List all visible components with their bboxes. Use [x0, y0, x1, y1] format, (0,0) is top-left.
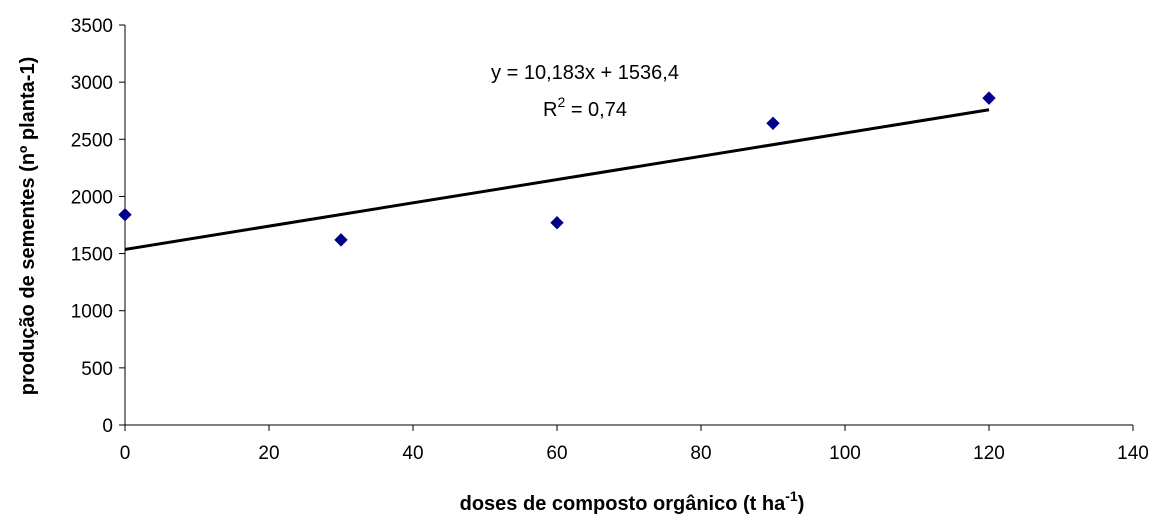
y-tick-label: 2500 [71, 130, 113, 151]
tick-labels: 0 500 1000 1500 2000 2500 3000 3500 0 20 40 60 80 100… [71, 16, 1149, 464]
x-tick-label: 140 [1117, 443, 1149, 464]
data-points [118, 91, 996, 247]
y-tick-label: 3000 [71, 73, 113, 94]
y-tick-label: 500 [81, 359, 113, 380]
y-tick-label: 0 [102, 416, 113, 437]
data-point [334, 233, 348, 247]
y-tick-label: 2000 [71, 187, 113, 208]
y-tick-label: 3500 [71, 16, 113, 37]
trendline-equation: y = 10,183x + 1536,4 [491, 62, 679, 84]
data-point [982, 91, 996, 105]
data-point [766, 116, 780, 130]
trendline-group [124, 108, 990, 251]
x-tick-label: 80 [690, 443, 711, 464]
data-point [550, 216, 564, 230]
x-tick-label: 0 [120, 443, 131, 464]
x-tick-label: 100 [829, 443, 861, 464]
trendline [124, 108, 990, 251]
y-axis-title: produção de sementes (nº planta-1) [17, 57, 39, 395]
axes [119, 24, 1134, 431]
r-squared-label: R2 = 0,74 [543, 94, 627, 121]
x-tick-label: 40 [402, 443, 423, 464]
x-tick-label: 20 [258, 443, 279, 464]
y-tick-label: 1000 [71, 302, 113, 323]
x-axis-title: doses de composto orgânico (t ha-1) [460, 488, 805, 515]
y-tick-label: 1500 [71, 245, 113, 266]
x-tick-label: 60 [546, 443, 567, 464]
x-tick-label: 120 [973, 443, 1005, 464]
data-point [118, 208, 132, 222]
